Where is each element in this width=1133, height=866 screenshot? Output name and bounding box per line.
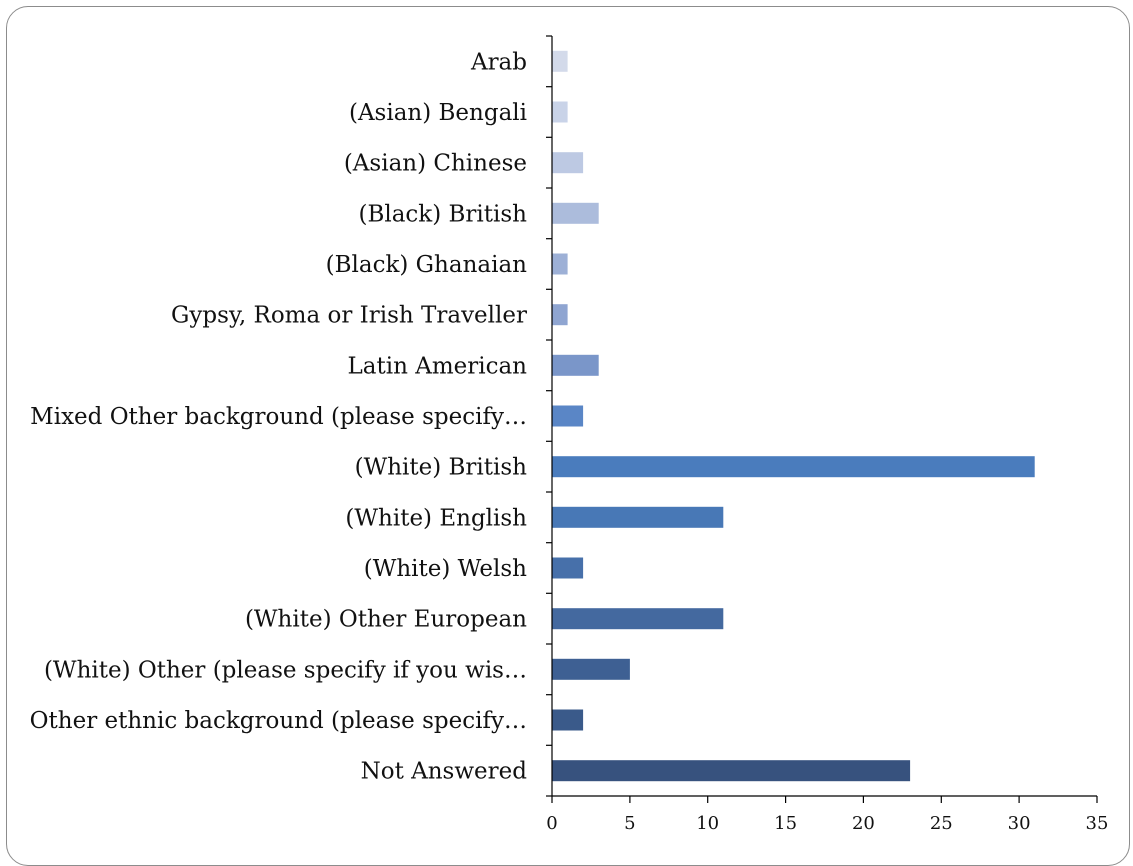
category-label: (White) Other (please specify if you wis… <box>44 657 527 683</box>
bar <box>552 557 584 579</box>
x-tick-label: 30 <box>1008 813 1031 834</box>
bar <box>552 253 568 275</box>
category-label: Gypsy, Roma or Irish Traveller <box>171 303 527 329</box>
bar <box>552 101 568 123</box>
bar <box>552 405 584 427</box>
category-label: (White) Other European <box>245 607 527 633</box>
x-tick-label: 10 <box>696 813 719 834</box>
bar <box>552 202 599 224</box>
category-label: (Black) Ghanaian <box>326 252 528 278</box>
category-label: (White) English <box>345 505 527 531</box>
bar <box>552 456 1035 478</box>
bar <box>552 658 630 680</box>
category-label: Arab <box>470 49 527 75</box>
bar <box>552 152 584 174</box>
category-label: (White) British <box>355 455 528 481</box>
category-label: (Asian) Bengali <box>349 100 527 126</box>
category-label: Latin American <box>348 353 528 379</box>
bar <box>552 50 568 72</box>
x-tick-label: 20 <box>852 813 875 834</box>
x-tick-label: 0 <box>546 813 557 834</box>
bar <box>552 760 911 782</box>
bar <box>552 506 724 528</box>
category-label: Mixed Other background (please specify… <box>30 404 527 430</box>
x-tick-label: 15 <box>774 813 797 834</box>
x-tick-label: 35 <box>1086 813 1109 834</box>
bar <box>552 354 599 376</box>
x-tick-label: 25 <box>930 813 953 834</box>
bar <box>552 304 568 326</box>
bar <box>552 709 584 731</box>
x-tick-label: 5 <box>624 813 635 834</box>
category-label: Not Answered <box>361 759 528 785</box>
category-label: (Asian) Chinese <box>344 151 527 177</box>
category-label: (White) Welsh <box>364 556 527 582</box>
bar <box>552 608 724 630</box>
category-label: Other ethnic background (please specify… <box>30 708 527 734</box>
category-label: (Black) British <box>358 201 527 227</box>
